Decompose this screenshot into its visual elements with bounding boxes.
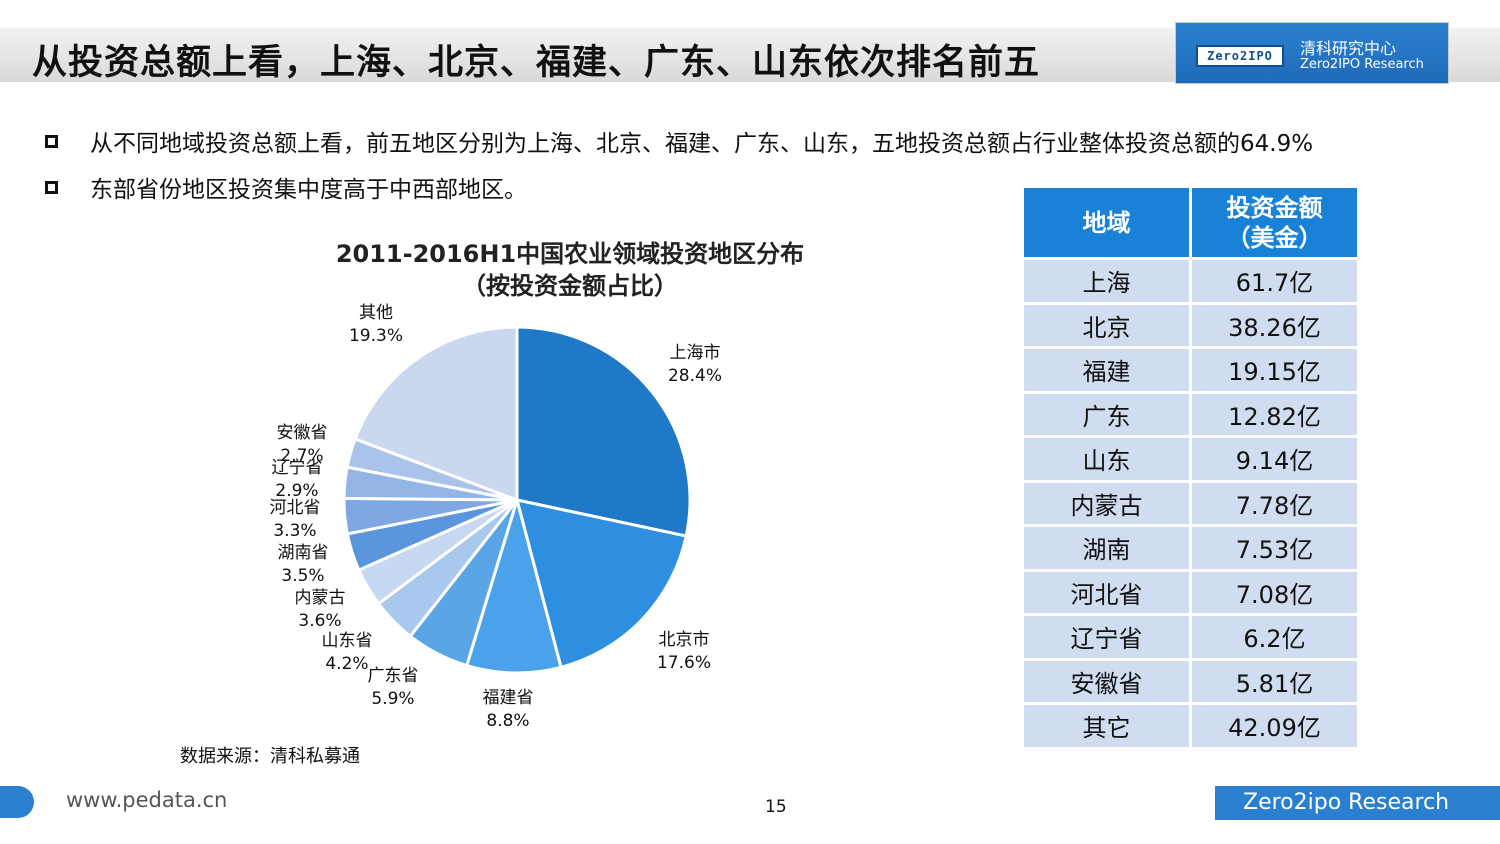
slice-category-label: 上海市 [670,343,721,363]
table-cell-region: 辽宁省 [1024,616,1189,658]
table-row: 福建 19.15亿 [1024,349,1357,391]
table-cell-region: 上海 [1024,260,1189,302]
table-cell-region: 河北省 [1024,571,1189,613]
slice-category-label: 福建省 [483,688,534,708]
square-bullet-icon [45,134,58,148]
bullet-item: 东部省份地区投资集中度高于中西部地区。 [45,164,1313,210]
page-title: 从投资总额上看，上海、北京、福建、广东、山东依次排名前五 [32,43,1041,83]
logo: Zero2IPO 清科研究中心 Zero2IPO Research [1175,22,1449,84]
bullet-text: 从不同地域投资总额上看，前五地区分别为上海、北京、福建、广东、山东，五地投资总额… [90,131,1314,157]
slice-value-label: 8.8% [486,711,529,731]
table-cell-region: 福建 [1024,349,1189,391]
slice-value-label: 3.6% [298,611,341,631]
square-bullet-icon [45,180,58,194]
table-cell-amount: 19.15亿 [1192,349,1357,391]
page-number: 15 [765,797,787,817]
pie-slice [514,498,688,670]
table-cell-region: 山东 [1024,438,1189,480]
footer-url: www.pedata.cn [66,788,228,812]
table-cell-amount: 7.08亿 [1192,571,1357,613]
slice-value-label: 28.4% [668,366,722,386]
table-cell-region: 其它 [1024,705,1189,747]
table-row: 内蒙古 7.78亿 [1024,482,1357,524]
table-cell-amount: 9.14亿 [1192,438,1357,480]
table-row: 山东 9.14亿 [1024,438,1357,480]
slice-value-label: 2.9% [275,481,318,501]
investment-table: 地域 投资金额 （美金） 上海 61.7亿 北京 38.26亿 福建 19.15亿 广东 12.… [1021,185,1360,750]
bullet-item: 从不同地域投资总额上看，前五地区分别为上海、北京、福建、广东、山东，五地投资总额… [45,118,1313,164]
slice-value-label: 19.3% [349,326,403,346]
table-row: 河北省 7.08亿 [1024,571,1357,613]
pie-slice [353,325,519,503]
logo-mark: Zero2IPO [1196,45,1284,67]
header-region-text: 地域 [1082,208,1131,237]
footer-accent [0,786,34,818]
table-cell-amount: 61.7亿 [1192,260,1357,302]
table-cell-amount: 42.09亿 [1192,705,1357,747]
slice-category-label: 河北省 [270,498,321,518]
pie-slice [464,494,563,675]
slice-category-label: 北京市 [659,630,710,650]
table-row: 北京 38.26亿 [1024,304,1357,346]
table-cell-amount: 12.82亿 [1192,393,1357,435]
table-row: 广东 12.82亿 [1024,393,1357,435]
table-row: 上海 61.7亿 [1024,260,1357,302]
table-cell-amount: 7.53亿 [1192,527,1357,569]
slice-value-label: 3.5% [281,566,324,586]
slice-value-label: 5.9% [371,689,414,709]
chart-title-block: 2011-2016H1中国农业领域投资地区分布 （按投资金额占比） [300,238,840,302]
data-source: 数据来源：清科私募通 [180,746,360,767]
chart-title: 2011-2016H1中国农业领域投资地区分布 [335,240,805,268]
table-cell-region: 广东 [1024,393,1189,435]
slice-value-label: 3.3% [273,521,316,541]
slice-category-label: 内蒙古 [295,588,346,608]
slice-category-label: 安徽省 [277,423,328,443]
table-cell-amount: 7.78亿 [1192,482,1357,524]
slice-value-label: 4.2% [325,654,368,674]
table-cell-region: 安徽省 [1024,660,1189,702]
table-header-row: 地域 投资金额 （美金） [1024,188,1357,257]
pie-chart: 上海市 28.4% 北京市 17.6% 福建省 8.8% 广东省 5.9% 山东省 4.2% 内蒙古… [270,303,723,731]
table-row: 湖南 7.53亿 [1024,527,1357,569]
table-cell-amount: 6.2亿 [1192,616,1357,658]
table-cell-amount: 38.26亿 [1192,304,1357,346]
table-row: 辽宁省 6.2亿 [1024,616,1357,658]
table-cell-region: 北京 [1024,304,1189,346]
slice-value-label: 17.6% [657,653,711,673]
slice-category-label: 广东省 [368,666,419,686]
table-header-region: 地域 [1024,188,1189,257]
table-cell-amount: 5.81亿 [1192,660,1357,702]
slice-category-label: 湖南省 [278,543,329,563]
table-row: 其它 42.09亿 [1024,705,1357,747]
pie-slice [515,325,692,538]
header-amount-text: 投资金额 （美金） [1226,193,1323,252]
slice-value-label: 2.7% [280,446,323,466]
chart-subtitle: （按投资金额占比） [462,272,678,300]
slice-category-label: 辽宁省 [272,458,323,478]
slice-category-label: 山东省 [322,631,373,651]
bullet-list: 从不同地域投资总额上看，前五地区分别为上海、北京、福建、广东、山东，五地投资总额… [45,118,1313,210]
table-header-amount: 投资金额 （美金） [1192,188,1357,257]
bullet-text: 东部省份地区投资集中度高于中西部地区。 [90,177,527,203]
table-row: 安徽省 5.81亿 [1024,660,1357,702]
table-cell-region: 内蒙古 [1024,482,1189,524]
slice-category-label: 其他 [359,303,393,323]
logo-en-text: Zero2IPO Research [1300,57,1424,72]
table-cell-region: 湖南 [1024,527,1189,569]
footer-brand: Zero2ipo Research [1215,786,1500,820]
logo-cn-text: 清科研究中心 [1300,39,1397,58]
